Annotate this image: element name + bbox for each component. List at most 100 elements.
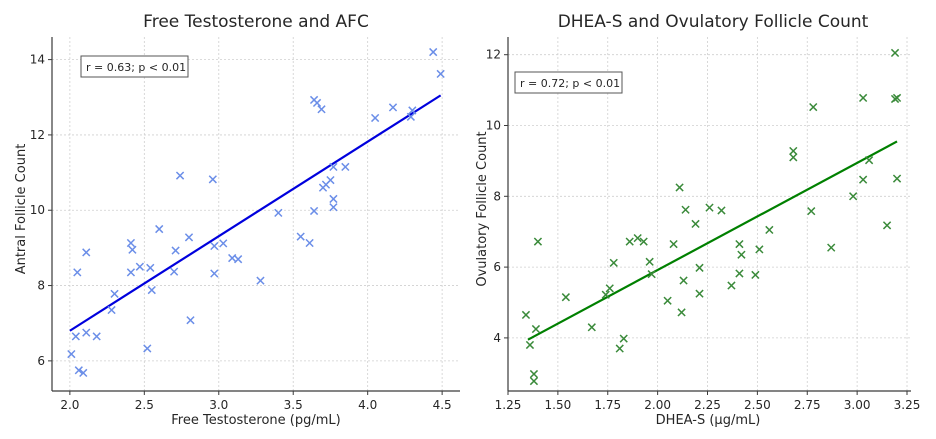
data-point [765, 225, 774, 235]
chart-title: Free Testosterone and AFC [143, 12, 369, 32]
annotation-text: r = 0.63; p < 0.01 [86, 61, 186, 74]
data-point [305, 238, 314, 248]
data-point [146, 263, 155, 272]
data-point [695, 289, 704, 298]
annotation-box: r = 0.63; p < 0.01 [80, 55, 189, 78]
data-point [406, 112, 415, 121]
data-point [737, 250, 746, 259]
data-point [882, 221, 892, 230]
x-tick-label: 2.25 [694, 398, 721, 412]
ovulatory-chart: DHEA-S and Ovulatory Follicle Count DHEA… [475, 12, 920, 428]
data-point [184, 233, 194, 242]
data-point [79, 368, 88, 378]
data-point [436, 69, 445, 79]
data-point [625, 237, 634, 246]
x-tick-label: 1.50 [545, 398, 572, 412]
data-point [256, 276, 265, 285]
data-point [210, 241, 219, 251]
data-point [73, 268, 82, 277]
data-point [329, 194, 338, 204]
data-point [296, 232, 305, 241]
data-point [186, 316, 195, 325]
data-point [317, 105, 326, 114]
data-point [71, 332, 80, 341]
data-point [370, 113, 380, 123]
data-point [695, 263, 704, 272]
data-point [858, 175, 868, 184]
data-point [219, 239, 228, 248]
x-tick-label: 3.00 [844, 398, 871, 412]
x-tick-label: 3.0 [209, 398, 228, 412]
data-point [587, 323, 596, 332]
data-point [890, 48, 900, 58]
y-tick-label: 6 [493, 260, 501, 274]
points-layer [67, 47, 445, 378]
x-tick-label: 4.0 [358, 398, 377, 412]
regression-line-layer [527, 140, 898, 341]
chart-title: DHEA-S and Ovulatory Follicle Count [558, 12, 869, 32]
data-point [681, 205, 690, 214]
data-point [341, 162, 350, 172]
y-tick-label: 10 [30, 203, 45, 217]
y-tick-label: 8 [493, 189, 501, 203]
data-point [521, 310, 531, 320]
y-tick-label: 8 [37, 279, 45, 293]
annotation-text: r = 0.72; p < 0.01 [520, 77, 620, 90]
data-point [208, 175, 217, 184]
data-point [388, 103, 398, 112]
data-point [605, 284, 614, 293]
data-point [92, 332, 101, 341]
data-point [74, 366, 83, 375]
data-point [735, 269, 744, 278]
data-point [755, 245, 764, 254]
regression-line [527, 140, 898, 341]
y-tick-label: 12 [30, 128, 45, 142]
x-tick-label: 2.5 [135, 398, 154, 412]
data-point [82, 248, 91, 257]
data-point [691, 219, 700, 229]
data-point [789, 153, 798, 162]
data-point [864, 156, 874, 165]
data-point [751, 270, 760, 280]
data-point [171, 246, 180, 255]
data-point [107, 305, 116, 315]
data-point [633, 233, 642, 243]
data-point [67, 349, 76, 359]
y-tick-label: 4 [493, 331, 501, 345]
annotation-box: r = 0.72; p < 0.01 [514, 71, 623, 94]
data-point [135, 262, 144, 271]
data-point [533, 237, 543, 246]
data-point [561, 293, 570, 302]
data-point [82, 328, 91, 337]
data-point [639, 237, 648, 246]
data-point [735, 239, 744, 249]
data-point [809, 102, 818, 112]
afc-chart: Free Testosterone and AFC Free Testoster… [14, 12, 460, 428]
data-point [529, 369, 539, 379]
data-point [645, 257, 654, 266]
data-point [326, 175, 335, 185]
data-point [789, 146, 798, 156]
data-point [615, 344, 624, 353]
data-point [126, 268, 136, 277]
x-tick-label: 1.25 [495, 398, 522, 412]
data-point [155, 224, 164, 234]
data-point [807, 207, 816, 216]
data-point [827, 243, 836, 252]
data-point [126, 238, 136, 248]
y-tick-label: 14 [30, 53, 45, 67]
x-tick-label: 1.75 [594, 398, 621, 412]
data-point [663, 296, 672, 305]
data-point [143, 344, 152, 353]
data-point [892, 174, 902, 183]
data-point [531, 324, 541, 334]
x-tick-label: 2.50 [744, 398, 771, 412]
y-axis-label: Ovulatory Follicle Count [475, 131, 490, 286]
data-point [234, 255, 243, 264]
y-tick-label: 12 [486, 48, 501, 62]
data-point [669, 239, 678, 249]
x-tick-label: 4.5 [433, 398, 452, 412]
data-point [849, 192, 858, 201]
data-point [175, 171, 185, 180]
data-point [525, 340, 535, 350]
